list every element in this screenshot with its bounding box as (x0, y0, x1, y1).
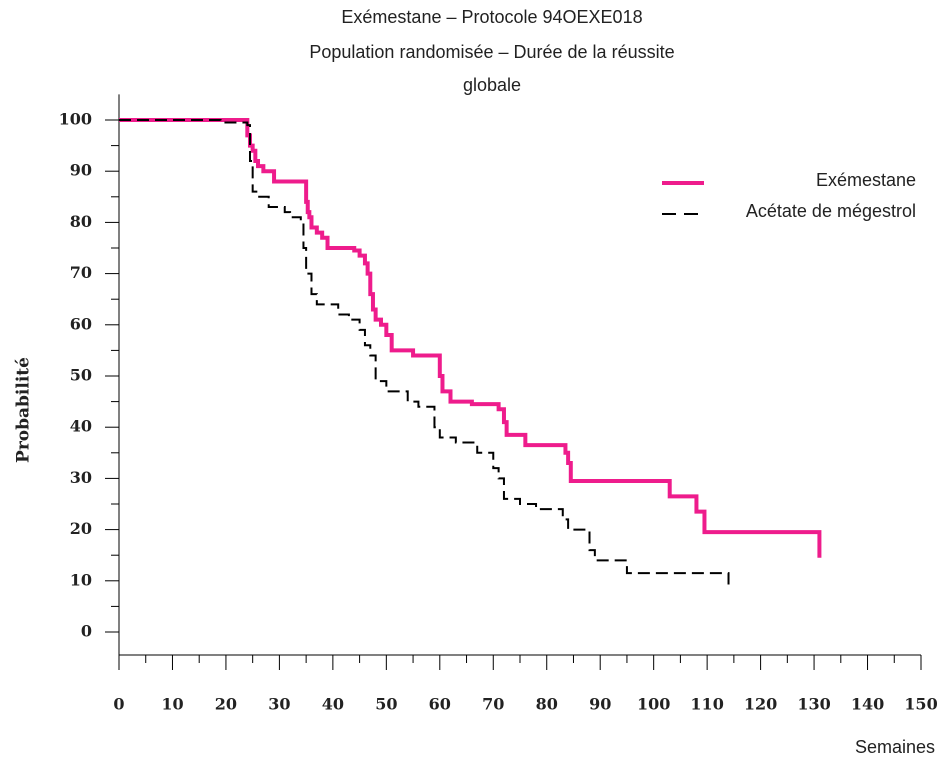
x-tick-label: 120 (744, 695, 777, 714)
x-tick-label: 140 (851, 695, 884, 714)
km-curve (119, 118, 822, 558)
y-tick-label: 10 (70, 570, 92, 589)
y-tick-label: 80 (70, 212, 92, 231)
km-curve (119, 119, 730, 586)
x-tick-label: 70 (482, 695, 504, 714)
x-tick-label: 40 (322, 695, 344, 714)
legend-label: Exémestane (816, 170, 916, 190)
chart-title: Population randomisée – Durée de la réus… (309, 42, 674, 62)
x-tick-label: 20 (215, 695, 237, 714)
y-tick-label: 0 (81, 622, 92, 641)
y-tick-label: 100 (59, 110, 92, 129)
y-tick-label: 70 (70, 263, 92, 282)
chart-title: globale (463, 75, 521, 95)
x-tick-label: 80 (536, 695, 558, 714)
legend-label: Acétate de mégestrol (746, 201, 916, 221)
x-tick-label: 130 (797, 695, 830, 714)
x-tick-label: 10 (161, 695, 183, 714)
y-tick-label: 50 (70, 366, 92, 385)
x-tick-label: 100 (637, 695, 670, 714)
y-axis-label: Probabilité (14, 357, 34, 463)
y-tick-label: 60 (70, 314, 92, 333)
y-tick-label: 90 (70, 161, 92, 180)
x-tick-label: 50 (375, 695, 397, 714)
y-tick-label: 20 (70, 519, 92, 538)
x-tick-label: 150 (904, 695, 937, 714)
x-tick-label: 90 (589, 695, 611, 714)
x-tick-label: 0 (113, 695, 124, 714)
x-axis-label: Semaines (855, 737, 935, 757)
y-tick-label: 30 (70, 468, 92, 487)
y-tick-label: 40 (70, 417, 92, 436)
chart-title: Exémestane – Protocole 94OEXE018 (341, 7, 642, 27)
x-tick-label: 110 (690, 695, 723, 714)
x-tick-label: 60 (429, 695, 451, 714)
x-tick-label: 30 (268, 695, 290, 714)
